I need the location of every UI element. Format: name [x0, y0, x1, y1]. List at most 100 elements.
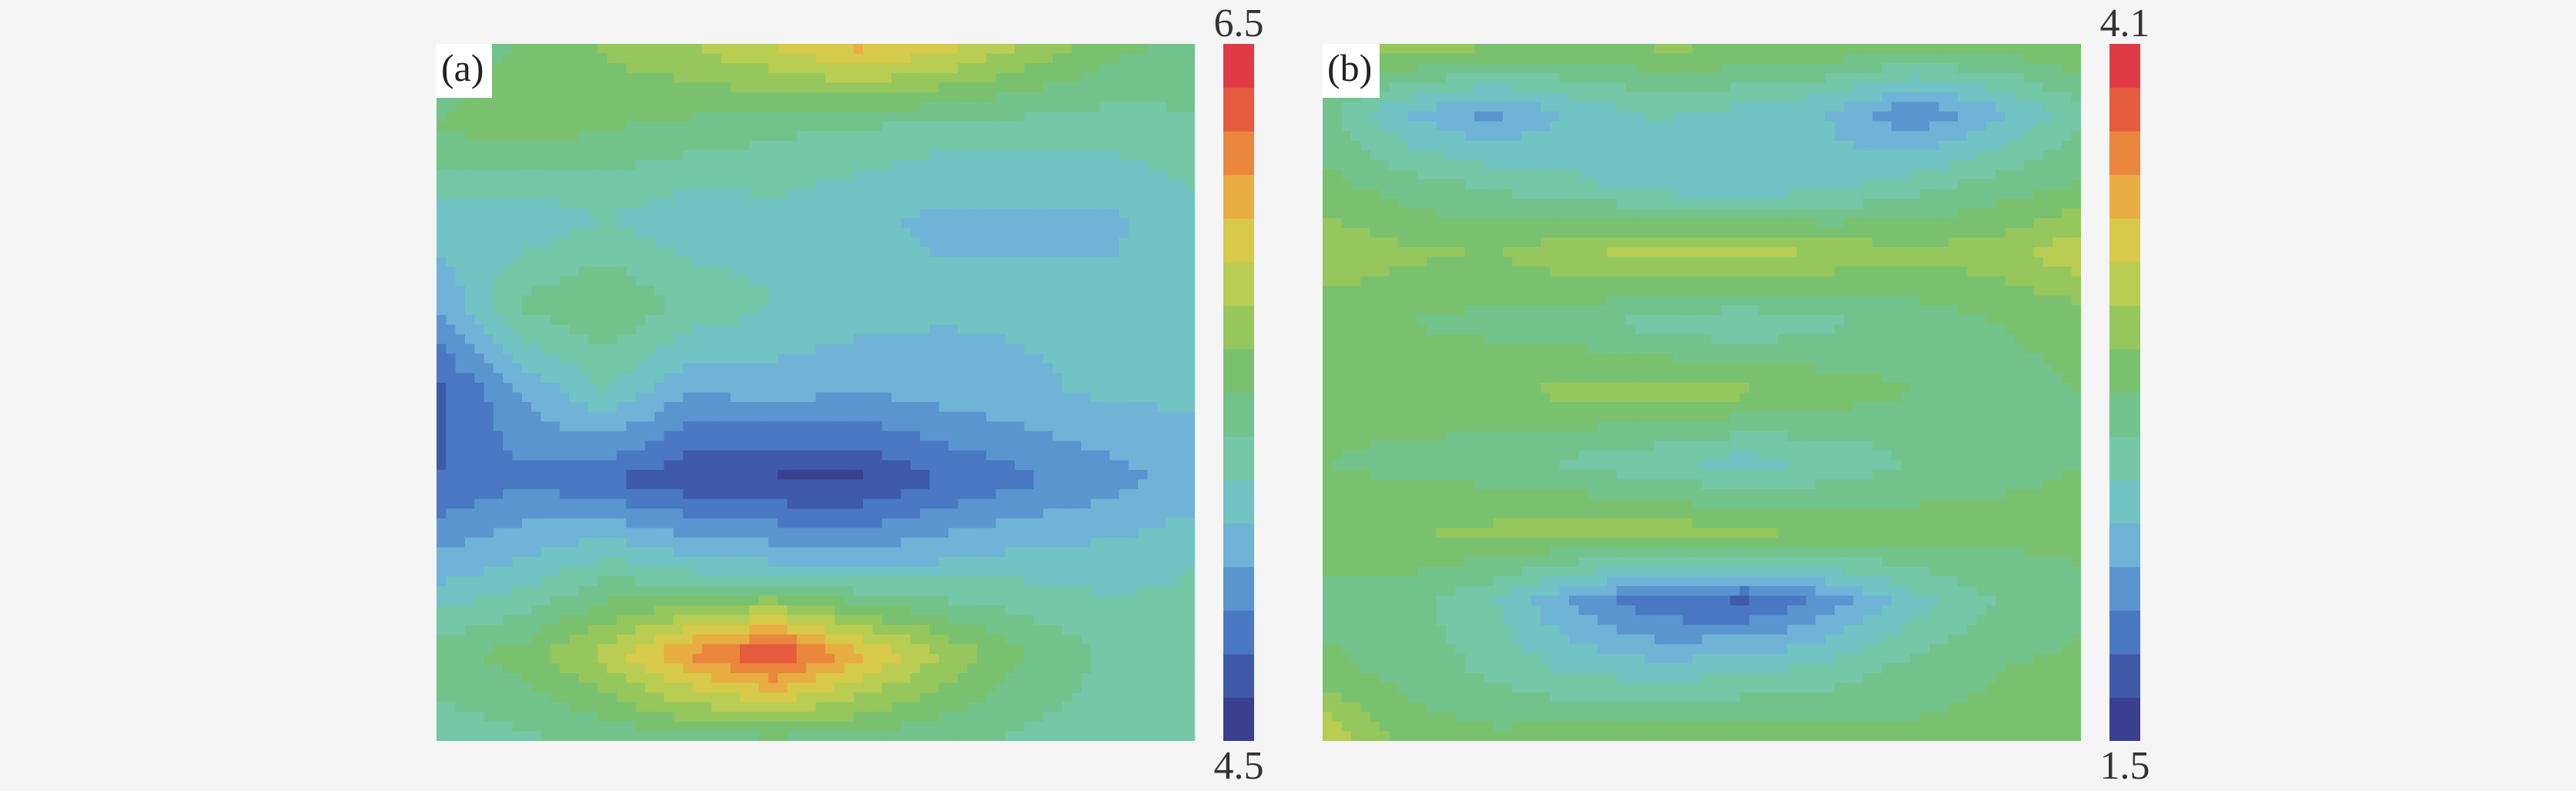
heatmap-cell	[550, 411, 560, 422]
heatmap-cell	[806, 392, 817, 403]
heatmap-cell	[635, 566, 646, 577]
heatmap-cell	[569, 276, 580, 287]
heatmap-cell	[446, 237, 457, 248]
heatmap-cell	[995, 121, 1006, 132]
heatmap-cell	[778, 63, 788, 74]
heatmap-cell	[796, 508, 807, 519]
heatmap-cell	[683, 63, 694, 74]
heatmap-cell	[1062, 246, 1072, 258]
heatmap-cell	[1090, 295, 1101, 306]
heatmap-cell	[673, 208, 684, 219]
heatmap-cell	[635, 44, 646, 55]
heatmap-cell	[1147, 538, 1158, 548]
heatmap-cell	[787, 373, 798, 384]
heatmap-cell	[464, 441, 475, 451]
heatmap-cell	[986, 295, 997, 306]
heatmap-cell	[768, 595, 778, 606]
heatmap-cell	[1166, 72, 1176, 83]
heatmap-cell	[730, 411, 741, 422]
heatmap-cell	[910, 508, 921, 519]
heatmap-cell	[1176, 615, 1186, 625]
heatmap-cell	[1005, 460, 1015, 471]
heatmap-cell	[1128, 82, 1139, 93]
heatmap-cell	[892, 150, 902, 161]
heatmap-cell	[910, 615, 921, 625]
heatmap-cell	[787, 479, 798, 490]
heatmap-cell	[644, 585, 655, 597]
heatmap-cell	[806, 131, 817, 142]
heatmap-cell	[815, 92, 826, 103]
heatmap-cell	[1033, 382, 1044, 394]
heatmap-cell	[806, 218, 817, 229]
heatmap-cell	[483, 402, 494, 413]
heatmap-cell	[835, 63, 845, 74]
heatmap-cell	[806, 295, 817, 306]
heatmap-cell	[626, 266, 637, 277]
heatmap-cell	[616, 44, 627, 55]
heatmap-cell	[863, 334, 873, 345]
heatmap-cell	[853, 131, 864, 142]
heatmap-cell	[853, 121, 864, 132]
heatmap-cell	[872, 557, 883, 568]
heatmap-cell	[1052, 431, 1063, 441]
heatmap-cell	[616, 498, 627, 509]
heatmap-cell	[654, 538, 665, 548]
heatmap-cell	[1052, 314, 1063, 326]
heatmap-cell	[1147, 324, 1158, 335]
heatmap-cell	[1099, 498, 1110, 509]
heatmap-cell	[768, 470, 778, 481]
heatmap-cell	[1119, 286, 1129, 297]
heatmap-cell	[607, 441, 617, 451]
heatmap-cell	[835, 169, 845, 180]
heatmap-cell	[730, 305, 741, 316]
heatmap-cell	[1071, 131, 1082, 142]
heatmap-cell	[1081, 344, 1092, 354]
heatmap-cell	[892, 576, 902, 587]
heatmap-cell	[1081, 538, 1092, 548]
heatmap-cell	[758, 402, 769, 413]
heatmap-cell	[540, 460, 551, 471]
heatmap-cell	[654, 286, 665, 297]
heatmap-cell	[872, 547, 883, 558]
heatmap-cell	[901, 605, 912, 616]
heatmap-cell	[474, 479, 485, 490]
heatmap-cell	[578, 305, 589, 316]
heatmap-cell	[1015, 411, 1025, 422]
heatmap-cell	[967, 538, 978, 548]
heatmap-cell	[1119, 382, 1129, 394]
heatmap-cell	[948, 189, 958, 199]
heatmap-cell	[825, 411, 835, 422]
heatmap-cell	[1090, 634, 1101, 645]
heatmap-cell	[711, 169, 721, 180]
heatmap-cell	[948, 150, 958, 161]
heatmap-cell	[692, 411, 703, 422]
heatmap-cell	[597, 131, 608, 142]
heatmap-cell	[806, 111, 817, 122]
heatmap-cell	[1005, 131, 1015, 142]
heatmap-cell	[976, 92, 987, 103]
heatmap-cell	[597, 508, 608, 519]
heatmap-cell	[701, 286, 712, 297]
heatmap-cell	[1138, 208, 1149, 219]
heatmap-cell	[569, 237, 580, 248]
heatmap-cell	[1166, 411, 1176, 422]
heatmap-cell	[1176, 305, 1186, 316]
heatmap-cell	[455, 402, 466, 413]
heatmap-cell	[1156, 286, 1167, 297]
heatmap-cell	[616, 169, 627, 180]
heatmap-cell	[635, 246, 646, 258]
heatmap-cell	[550, 441, 560, 451]
heatmap-cell	[835, 314, 845, 326]
heatmap-cell	[521, 363, 532, 374]
heatmap-cell	[1119, 121, 1129, 132]
heatmap-cell	[815, 44, 826, 55]
heatmap-cell	[1090, 508, 1101, 519]
heatmap-cell	[1166, 227, 1176, 238]
heatmap-cell	[730, 479, 741, 490]
heatmap-cell	[872, 179, 883, 190]
heatmap-cell	[815, 256, 826, 267]
heatmap-cell	[901, 373, 912, 384]
heatmap-cell	[578, 547, 589, 558]
heatmap-cell	[664, 547, 674, 558]
heatmap-cell	[521, 53, 532, 64]
